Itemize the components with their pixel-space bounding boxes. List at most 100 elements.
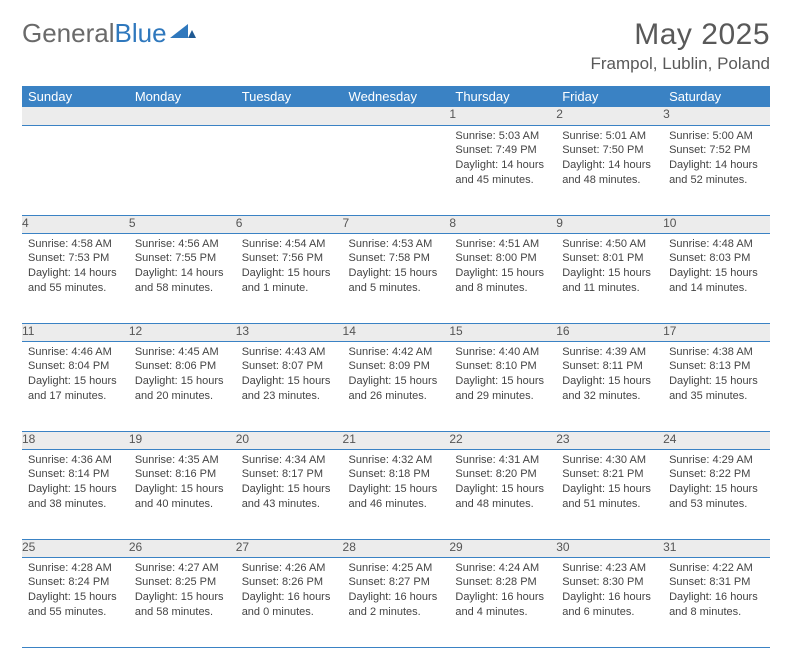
day-details: Sunrise: 4:26 AMSunset: 8:26 PMDaylight:… [236,558,343,626]
daylight-text: Daylight: 14 hours and 58 minutes. [135,266,230,296]
day-number: 22 [449,431,556,449]
brand-part2: Blue [115,18,167,49]
sunset-text: Sunset: 8:25 PM [135,575,230,590]
sunrise-text: Sunrise: 4:23 AM [562,561,657,576]
sunrise-text: Sunrise: 5:00 AM [669,129,764,144]
day-number: 12 [129,323,236,341]
day-cell: Sunrise: 4:54 AMSunset: 7:56 PMDaylight:… [236,233,343,323]
month-title: May 2025 [590,18,770,52]
day-details: Sunrise: 4:58 AMSunset: 7:53 PMDaylight:… [22,234,129,302]
sunset-text: Sunset: 8:28 PM [455,575,550,590]
day-number: 8 [449,215,556,233]
day-number: 1 [449,107,556,125]
day-cell: Sunrise: 4:22 AMSunset: 8:31 PMDaylight:… [663,557,770,647]
sunset-text: Sunset: 8:11 PM [562,359,657,374]
day-details: Sunrise: 4:22 AMSunset: 8:31 PMDaylight:… [663,558,770,626]
sunset-text: Sunset: 8:03 PM [669,251,764,266]
day-number: 18 [22,431,129,449]
sunset-text: Sunset: 8:04 PM [28,359,123,374]
daylight-text: Daylight: 15 hours and 51 minutes. [562,482,657,512]
day-details: Sunrise: 4:23 AMSunset: 8:30 PMDaylight:… [556,558,663,626]
day-details: Sunrise: 4:29 AMSunset: 8:22 PMDaylight:… [663,450,770,518]
daylight-text: Daylight: 14 hours and 52 minutes. [669,158,764,188]
calendar-table: Sunday Monday Tuesday Wednesday Thursday… [22,86,770,648]
brand-part1: General [22,18,115,49]
day-cell: Sunrise: 4:58 AMSunset: 7:53 PMDaylight:… [22,233,129,323]
sunrise-text: Sunrise: 4:31 AM [455,453,550,468]
weekday-header: Wednesday [343,86,450,107]
sunset-text: Sunset: 8:31 PM [669,575,764,590]
day-cell: Sunrise: 4:45 AMSunset: 8:06 PMDaylight:… [129,341,236,431]
weekday-header: Thursday [449,86,556,107]
day-details: Sunrise: 4:54 AMSunset: 7:56 PMDaylight:… [236,234,343,302]
sunrise-text: Sunrise: 4:43 AM [242,345,337,360]
sunset-text: Sunset: 7:52 PM [669,143,764,158]
day-details: Sunrise: 4:25 AMSunset: 8:27 PMDaylight:… [343,558,450,626]
sunset-text: Sunset: 8:09 PM [349,359,444,374]
weekday-header: Monday [129,86,236,107]
sunset-text: Sunset: 8:26 PM [242,575,337,590]
day-number: 26 [129,539,236,557]
day-cell: Sunrise: 4:39 AMSunset: 8:11 PMDaylight:… [556,341,663,431]
sunset-text: Sunset: 8:01 PM [562,251,657,266]
day-cell: Sunrise: 5:01 AMSunset: 7:50 PMDaylight:… [556,125,663,215]
day-number: 30 [556,539,663,557]
sunset-text: Sunset: 8:00 PM [455,251,550,266]
daylight-text: Daylight: 14 hours and 55 minutes. [28,266,123,296]
sunset-text: Sunset: 8:20 PM [455,467,550,482]
weekday-header-row: Sunday Monday Tuesday Wednesday Thursday… [22,86,770,107]
day-cell: Sunrise: 4:27 AMSunset: 8:25 PMDaylight:… [129,557,236,647]
day-cell: Sunrise: 4:53 AMSunset: 7:58 PMDaylight:… [343,233,450,323]
daylight-text: Daylight: 16 hours and 6 minutes. [562,590,657,620]
sunrise-text: Sunrise: 4:28 AM [28,561,123,576]
daylight-text: Daylight: 15 hours and 53 minutes. [669,482,764,512]
brand-logo: GeneralBlue [22,18,196,49]
day-number-row: 11121314151617 [22,323,770,341]
sunrise-text: Sunrise: 4:26 AM [242,561,337,576]
sunrise-text: Sunrise: 4:30 AM [562,453,657,468]
sunrise-text: Sunrise: 4:40 AM [455,345,550,360]
logo-mark-icon [170,14,196,45]
day-cell: Sunrise: 4:51 AMSunset: 8:00 PMDaylight:… [449,233,556,323]
day-number [343,107,450,125]
day-cell: Sunrise: 4:50 AMSunset: 8:01 PMDaylight:… [556,233,663,323]
sunrise-text: Sunrise: 4:42 AM [349,345,444,360]
daylight-text: Daylight: 15 hours and 55 minutes. [28,590,123,620]
day-number: 5 [129,215,236,233]
daylight-text: Daylight: 15 hours and 23 minutes. [242,374,337,404]
day-cell: Sunrise: 5:03 AMSunset: 7:49 PMDaylight:… [449,125,556,215]
day-content-row: Sunrise: 4:36 AMSunset: 8:14 PMDaylight:… [22,449,770,539]
day-number: 6 [236,215,343,233]
daylight-text: Daylight: 16 hours and 2 minutes. [349,590,444,620]
day-number: 16 [556,323,663,341]
sunset-text: Sunset: 8:10 PM [455,359,550,374]
day-number: 17 [663,323,770,341]
sunrise-text: Sunrise: 4:39 AM [562,345,657,360]
daylight-text: Daylight: 15 hours and 1 minute. [242,266,337,296]
day-cell: Sunrise: 4:40 AMSunset: 8:10 PMDaylight:… [449,341,556,431]
day-number: 25 [22,539,129,557]
day-details: Sunrise: 4:43 AMSunset: 8:07 PMDaylight:… [236,342,343,410]
daylight-text: Daylight: 15 hours and 48 minutes. [455,482,550,512]
sunset-text: Sunset: 8:06 PM [135,359,230,374]
day-details: Sunrise: 4:31 AMSunset: 8:20 PMDaylight:… [449,450,556,518]
day-number: 31 [663,539,770,557]
calendar-body: 1 23 Sunrise: 5:03 AMSunset: 7:49 PMDaylig… [22,107,770,647]
day-number: 7 [343,215,450,233]
weekday-header: Tuesday [236,86,343,107]
sunset-text: Sunset: 8:21 PM [562,467,657,482]
day-number: 23 [556,431,663,449]
day-details: Sunrise: 4:34 AMSunset: 8:17 PMDaylight:… [236,450,343,518]
daylight-text: Daylight: 15 hours and 14 minutes. [669,266,764,296]
day-cell: Sunrise: 4:26 AMSunset: 8:26 PMDaylight:… [236,557,343,647]
sunrise-text: Sunrise: 4:51 AM [455,237,550,252]
day-details: Sunrise: 4:45 AMSunset: 8:06 PMDaylight:… [129,342,236,410]
title-block: May 2025 Frampol, Lublin, Poland [590,18,770,74]
daylight-text: Daylight: 15 hours and 8 minutes. [455,266,550,296]
sunrise-text: Sunrise: 4:22 AM [669,561,764,576]
sunset-text: Sunset: 7:55 PM [135,251,230,266]
day-cell: Sunrise: 4:35 AMSunset: 8:16 PMDaylight:… [129,449,236,539]
day-details: Sunrise: 4:28 AMSunset: 8:24 PMDaylight:… [22,558,129,626]
day-cell: Sunrise: 4:42 AMSunset: 8:09 PMDaylight:… [343,341,450,431]
day-details: Sunrise: 4:42 AMSunset: 8:09 PMDaylight:… [343,342,450,410]
